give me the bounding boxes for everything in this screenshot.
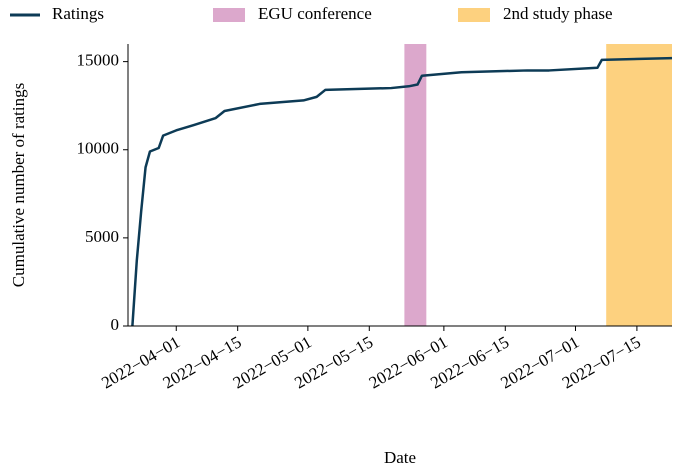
y-tick-label: 10000 — [77, 139, 120, 158]
legend-swatch — [213, 8, 245, 22]
y-tick-label: 5000 — [85, 227, 119, 246]
line — [131, 56, 673, 327]
y-tick-label: 0 — [111, 315, 120, 334]
span — [606, 44, 672, 326]
y-tick-label: 15000 — [77, 51, 120, 70]
legend-label: EGU conference — [258, 4, 372, 23]
y-axis-label: Cumulative number of ratings — [9, 83, 28, 287]
legend-label: 2nd study phase — [503, 4, 613, 23]
x-axis-label: Date — [384, 448, 416, 467]
legend-label: Ratings — [52, 4, 104, 23]
legend-swatch — [458, 8, 490, 22]
span — [404, 44, 427, 326]
